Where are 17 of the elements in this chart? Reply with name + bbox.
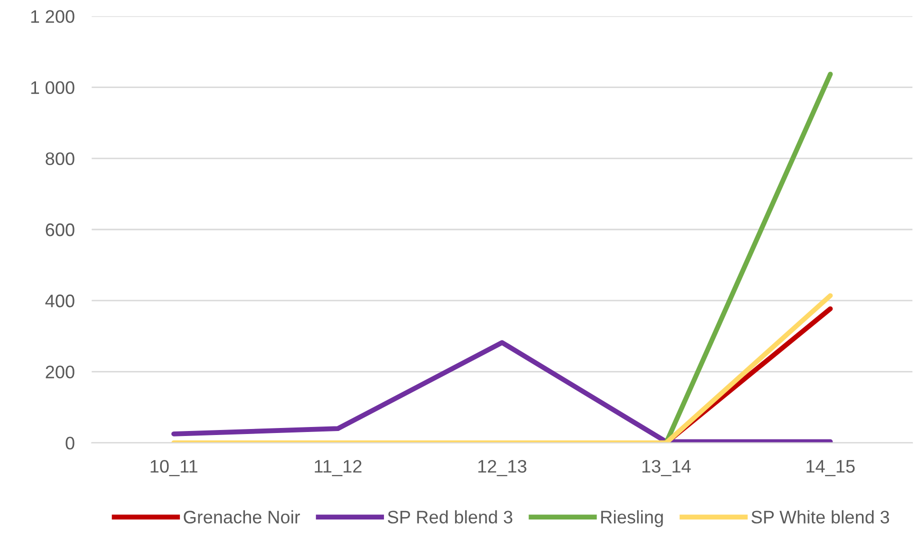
y-tick-label: 0: [66, 436, 74, 450]
legend-label: SP White blend 3: [751, 510, 890, 524]
x-tick-label: 14_15: [806, 460, 855, 476]
x-tick-label: 10_11: [150, 460, 198, 476]
y-tick-label: 200: [46, 366, 74, 378]
x-tick-label: 11_12: [314, 460, 362, 476]
line-series: [171, 340, 833, 443]
y-tick-label: 400: [45, 294, 74, 308]
legend-label: Grenache Noir: [184, 510, 300, 524]
legend-label: Riesling: [601, 510, 663, 528]
legend-label: SP Red blend 3: [388, 510, 512, 524]
y-tick-label: 1 200: [31, 10, 74, 23]
y-tick-label: 600: [46, 223, 74, 236]
y-tick-label: 1 000: [31, 81, 74, 94]
x-tick-label: 13_14: [642, 460, 691, 476]
y-tick-label: 800: [46, 152, 74, 166]
x-tick-label: 12_13: [478, 460, 526, 476]
